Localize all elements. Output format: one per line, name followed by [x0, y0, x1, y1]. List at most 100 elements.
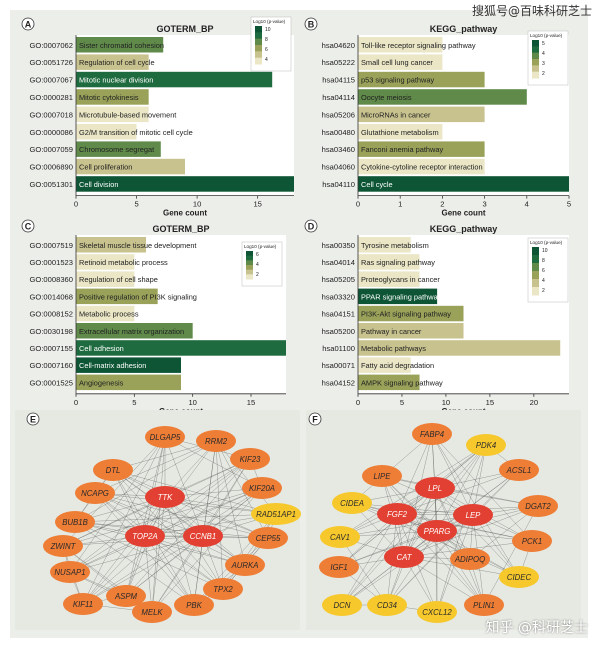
node-label: NCAPG: [81, 489, 109, 498]
node-label: NUSAP1: [54, 568, 85, 577]
bar-label: Glutathione metabolism: [361, 128, 439, 137]
network-node: [63, 593, 103, 615]
x-tick-label: 10: [442, 398, 450, 407]
network-edge: [436, 444, 487, 532]
bar: [76, 237, 146, 253]
bar: [358, 124, 443, 140]
legend-swatch: [532, 255, 539, 260]
node-label: ZWINT: [50, 542, 77, 551]
legend-swatch: [532, 52, 539, 57]
network-edge: [396, 513, 520, 578]
network-node: [106, 585, 146, 607]
chart-title: KEGG_pathway: [430, 224, 498, 234]
legend-tick: 4: [256, 262, 259, 268]
network-node: [464, 594, 504, 616]
network-node: [415, 477, 455, 499]
network-edge: [94, 492, 246, 566]
network-edge: [403, 433, 433, 558]
legend-swatch: [532, 259, 539, 264]
node-label: RAD51AP1: [256, 510, 296, 519]
bar-label: Ras signaling pathway: [361, 258, 435, 267]
node-label: DGAT2: [525, 502, 551, 511]
bar: [358, 71, 485, 88]
bar-label: Cell proliferation: [79, 163, 132, 172]
legend-swatch: [255, 57, 262, 62]
network-node: [322, 594, 362, 616]
node-label: DLGAP5: [150, 433, 181, 442]
legend-tick: 2: [256, 272, 259, 278]
panel-letter: E: [30, 415, 36, 425]
category-label: GO:0007519: [30, 241, 74, 250]
legend-swatch: [255, 60, 262, 65]
watermark-top: 搜狐号@百味科研芝士: [471, 4, 592, 18]
bar: [358, 89, 527, 105]
bar-label: Retinoid metabolic process: [79, 258, 168, 267]
network-edge: [341, 487, 436, 606]
bar: [76, 305, 135, 322]
node-label: TOP2A: [132, 532, 157, 541]
legend-tick: 8: [542, 258, 545, 264]
panel-badge: [21, 17, 35, 31]
legend-tick: 2: [542, 71, 545, 77]
node-label: CD34: [377, 601, 398, 610]
network-edge: [144, 535, 195, 606]
network-node: [362, 465, 402, 487]
chart-B: B KEGG_pathway hsa04620 Toll-like receptor …: [304, 17, 571, 218]
network-node: [230, 448, 270, 470]
network-node: [203, 578, 243, 600]
network-node: [145, 486, 185, 508]
network-edge: [341, 513, 398, 606]
legend-swatch: [532, 263, 539, 268]
category-label: hsa04152: [322, 378, 355, 387]
legend-title: Log10 (p-value): [244, 244, 277, 249]
bar: [76, 124, 137, 140]
category-label: hsa05222: [322, 58, 355, 67]
legend-swatch: [532, 287, 539, 292]
network-edge: [386, 487, 436, 606]
category-label: hsa05206: [322, 110, 355, 119]
legend-swatch: [532, 68, 539, 73]
network-node: [466, 434, 506, 456]
node-label: KIF23: [240, 455, 261, 464]
color-legend: Log10 (p-value) 10 8 6 4: [250, 16, 292, 72]
legend-swatch: [246, 262, 253, 266]
x-tick-label: 0: [356, 200, 360, 209]
network-node: [512, 530, 552, 552]
legend-swatch: [532, 46, 539, 50]
bar-label: PI3K-Akt signaling pathway: [361, 310, 451, 319]
bar-label: Sister chromatid cohesion: [79, 41, 164, 50]
panel-badge: [304, 17, 318, 31]
network-edge: [69, 535, 204, 573]
network-node: [43, 535, 83, 557]
node-label: AURKA: [231, 561, 259, 570]
network-F: F FABP4 PDK4 LIPE ACSL1 CIDEA LPL DGAT2 CAV1 FGF2…: [306, 410, 581, 630]
category-label: GO:0007155: [30, 344, 74, 353]
network-node: [450, 548, 490, 570]
network-edge: [483, 505, 539, 606]
bar: [358, 288, 438, 305]
bar-label: Fanconi anemia pathway: [361, 145, 443, 154]
network-node: [145, 426, 185, 448]
bar-label: Microtubule-based movement: [79, 110, 176, 119]
network-edge: [403, 487, 436, 558]
network-edge: [396, 433, 433, 515]
network-edge: [112, 469, 146, 537]
bar-label: Fatty acid degradation: [361, 361, 434, 370]
network-edge: [381, 475, 539, 507]
category-label: GO:0000281: [30, 93, 74, 102]
legend-tick: 2: [542, 288, 545, 294]
node-label: LPL: [428, 484, 442, 493]
node-label: FGF2: [387, 510, 408, 519]
chart-C: C GOTERM_BP GO:0007519 Skeletal muscle tiss…: [21, 219, 286, 416]
node-label: IGF1: [330, 563, 347, 572]
category-label: hsa03460: [322, 145, 355, 154]
legend-swatch: [532, 49, 539, 54]
legend-swatch: [532, 62, 539, 66]
node-label: CIDEA: [340, 499, 364, 508]
legend-title: Log10 (p-value): [530, 33, 563, 38]
network-edge: [112, 469, 246, 566]
network-edge: [74, 440, 217, 523]
network-edge: [386, 514, 474, 606]
bar: [76, 374, 181, 391]
panel-badge: [304, 219, 318, 233]
